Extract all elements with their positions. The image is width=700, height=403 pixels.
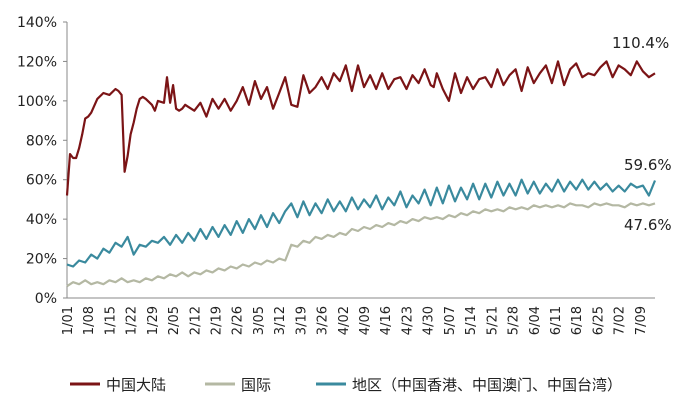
x-tick-label: 5/28 bbox=[507, 306, 522, 335]
series-lines bbox=[65, 60, 657, 288]
series-line-mainland bbox=[65, 60, 656, 196]
legend-label-international: 国际 bbox=[241, 376, 271, 394]
x-tick-label: 1/29 bbox=[146, 306, 161, 335]
x-tick-label: 2/19 bbox=[210, 306, 225, 335]
legend-item-regional: 地区（中国香港、中国澳门、中国台湾） bbox=[316, 376, 622, 394]
x-tick-label: 5/14 bbox=[464, 306, 479, 335]
y-tick-label: 80% bbox=[26, 133, 57, 149]
x-tick-label: 6/18 bbox=[570, 306, 585, 335]
x-tick-label: 2/12 bbox=[188, 306, 203, 335]
x-tick-label: 5/21 bbox=[485, 306, 500, 335]
y-tick-label: 100% bbox=[17, 94, 57, 110]
legend: 中国大陆 国际 地区（中国香港、中国澳门、中国台湾） bbox=[70, 376, 622, 394]
x-tick-label: 2/26 bbox=[231, 306, 246, 335]
x-tick-label: 5/07 bbox=[443, 306, 458, 335]
x-tick-label: 1/15 bbox=[103, 306, 118, 335]
x-tick-label: 3/26 bbox=[316, 306, 331, 335]
x-tick-label: 1/01 bbox=[61, 306, 76, 335]
legend-label-regional: 地区（中国香港、中国澳门、中国台湾） bbox=[352, 376, 622, 394]
y-tick-label: 20% bbox=[26, 252, 57, 268]
x-tick-label: 6/11 bbox=[549, 306, 564, 335]
y-axis-tick-marks bbox=[63, 21, 67, 299]
legend-label-mainland: 中国大陆 bbox=[106, 376, 166, 394]
legend-item-international: 国际 bbox=[205, 376, 271, 394]
x-tick-label: 7/09 bbox=[634, 306, 649, 335]
y-tick-label: 0% bbox=[35, 291, 57, 307]
x-tick-label: 4/09 bbox=[358, 306, 373, 335]
x-tick-label: 3/05 bbox=[252, 306, 267, 335]
end-label-regional: 59.6% bbox=[624, 156, 672, 174]
x-tick-label: 3/12 bbox=[273, 306, 288, 335]
x-tick-label: 6/25 bbox=[591, 306, 606, 335]
x-tick-label: 1/08 bbox=[82, 306, 97, 335]
series-line-international bbox=[66, 202, 656, 288]
x-tick-label: 7/02 bbox=[613, 306, 628, 335]
x-tick-label: 1/22 bbox=[125, 306, 140, 335]
end-label-international: 47.6% bbox=[624, 216, 672, 234]
x-tick-label: 6/04 bbox=[528, 306, 543, 335]
x-tick-label: 4/23 bbox=[400, 306, 415, 335]
y-tick-label: 140% bbox=[17, 15, 57, 31]
y-tick-label: 60% bbox=[26, 173, 57, 189]
series-line-regional bbox=[66, 178, 657, 268]
x-tick-label: 4/30 bbox=[422, 306, 437, 335]
x-axis-tick-labels: 1/01 1/08 1/15 1/22 1/29 2/05 2/12 2/19 2/26 3/05… bbox=[61, 306, 649, 335]
y-axis-tick-labels: 0% 20% 40% 60% 80% 100% 120% 140% bbox=[17, 15, 57, 307]
x-tick-label: 2/05 bbox=[167, 306, 182, 335]
end-label-mainland: 110.4% bbox=[612, 34, 669, 52]
y-tick-label: 40% bbox=[26, 212, 57, 228]
y-tick-label: 120% bbox=[17, 54, 57, 70]
x-tick-label: 4/16 bbox=[379, 306, 394, 335]
legend-item-mainland: 中国大陆 bbox=[70, 376, 166, 394]
x-tick-label: 3/19 bbox=[294, 306, 309, 335]
x-tick-label: 4/02 bbox=[337, 306, 352, 335]
